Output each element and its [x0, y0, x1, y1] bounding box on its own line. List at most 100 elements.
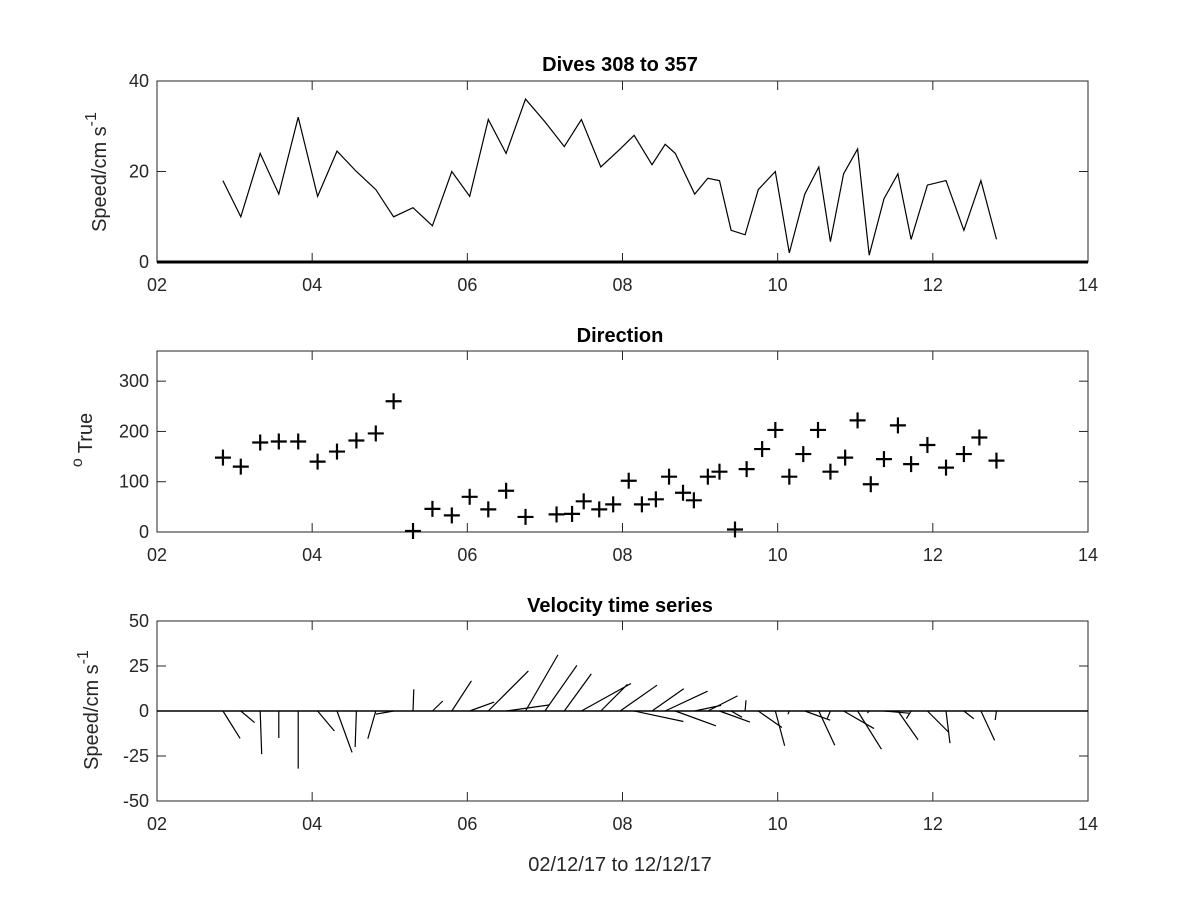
velocity-stick	[866, 710, 870, 714]
direction-point	[781, 468, 798, 485]
direction-point	[564, 505, 581, 522]
velocity-stick	[451, 680, 472, 712]
direction-point	[822, 463, 839, 480]
direction-point	[591, 501, 608, 518]
direction-point	[647, 491, 664, 508]
direction-point	[620, 472, 637, 489]
direction-point	[424, 500, 441, 517]
direction-point	[837, 449, 854, 466]
y-tick-label: 0	[139, 701, 149, 721]
velocity-stick	[980, 710, 996, 741]
velocity-stick	[857, 710, 882, 750]
x-tick-label: 06	[457, 814, 477, 834]
axes-box	[156, 80, 1089, 263]
x-tick-label: 04	[302, 814, 322, 834]
direction-point	[988, 452, 1005, 469]
velocity-stick	[544, 664, 578, 712]
speed-ylabel: Speed/cm s-1	[83, 112, 111, 232]
velocity-stick	[843, 710, 875, 730]
x-axis-label: 02/12/17 to 12/12/17	[528, 854, 712, 876]
direction-point	[480, 501, 497, 518]
direction-point	[955, 446, 972, 463]
direction-point	[903, 456, 920, 473]
x-tick-label: 02	[147, 275, 167, 295]
speed-series-line	[222, 97, 998, 256]
y-tick-label: 0	[139, 522, 149, 542]
x-tick-label: 04	[302, 275, 322, 295]
velocity-stick	[926, 710, 950, 734]
x-tick-label: 08	[612, 814, 632, 834]
velocity-stick	[897, 710, 919, 741]
velocity-panel: Velocity time series Speed/cm s-1 02 04 06…	[75, 595, 1098, 834]
direction-point	[214, 449, 231, 466]
velocity-stick	[317, 710, 335, 732]
y-tick-label: 300	[119, 371, 149, 391]
direction-point	[711, 463, 728, 480]
velocity-stick	[963, 710, 975, 720]
velocity-stick	[600, 683, 628, 712]
velocity-stick	[581, 682, 632, 712]
direction-point	[575, 493, 592, 510]
velocity-stick	[619, 684, 658, 712]
direction-title: Direction	[577, 325, 664, 347]
direction-point	[498, 482, 515, 499]
direction-point	[328, 443, 345, 460]
direction-point	[767, 421, 784, 438]
velocity-stick	[259, 710, 263, 755]
velocity-stick	[563, 673, 592, 712]
velocity-stick	[354, 710, 357, 747]
direction-point	[270, 433, 287, 450]
velocity-stick	[905, 710, 912, 719]
x-tick-label: 12	[923, 275, 943, 295]
velocity-stick	[719, 710, 751, 723]
x-tick-label: 08	[612, 275, 632, 295]
direction-point	[699, 468, 716, 485]
direction-point	[810, 421, 827, 438]
x-tick-label: 12	[923, 545, 943, 565]
velocity-stick	[804, 710, 831, 721]
velocity-stick	[787, 710, 790, 715]
velocity-stick	[664, 690, 708, 712]
direction-point	[889, 417, 906, 434]
x-tick-label: 14	[1078, 545, 1098, 565]
direction-point	[517, 508, 534, 525]
direction-ylabel: oTrue	[69, 413, 97, 467]
velocity-stick	[375, 710, 394, 715]
x-tick-label: 10	[768, 814, 788, 834]
velocity-stick	[634, 710, 684, 723]
direction-point	[971, 429, 988, 446]
velocity-title: Velocity time series	[527, 595, 713, 617]
direction-point	[919, 437, 936, 454]
velocity-stick	[818, 710, 836, 746]
velocity-stick	[367, 710, 377, 739]
x-tick-label: 10	[768, 545, 788, 565]
direction-point	[309, 453, 326, 470]
direction-point	[548, 506, 565, 523]
direction-point	[849, 412, 866, 429]
direction-point	[661, 468, 678, 485]
velocity-stick	[883, 710, 910, 714]
y-tick-label: 200	[119, 421, 149, 441]
velocity-ylabel: Speed/cm s-1	[75, 650, 103, 770]
velocity-stick	[675, 710, 717, 727]
direction-point	[685, 492, 702, 509]
x-tick-label: 10	[768, 275, 788, 295]
speed-title: Dives 308 to 357	[542, 54, 698, 76]
velocity-stick	[774, 710, 786, 746]
velocity-stick	[240, 710, 255, 724]
direction-point	[633, 496, 650, 513]
x-tick-label: 08	[612, 545, 632, 565]
velocity-stick	[744, 700, 747, 712]
x-tick-label: 14	[1078, 814, 1098, 834]
y-tick-label: 100	[119, 472, 149, 492]
velocity-stick	[432, 700, 444, 712]
y-tick-label: -25	[123, 746, 149, 766]
x-tick-label: 02	[147, 545, 167, 565]
direction-panel: Direction oTrue 02 04 06 08 10 12 14 0 100 200 300	[69, 325, 1098, 565]
direction-point	[232, 458, 249, 475]
y-tick-label: 25	[129, 656, 149, 676]
y-tick-label: 40	[129, 71, 149, 91]
x-tick-label: 14	[1078, 275, 1098, 295]
direction-point	[726, 521, 743, 538]
